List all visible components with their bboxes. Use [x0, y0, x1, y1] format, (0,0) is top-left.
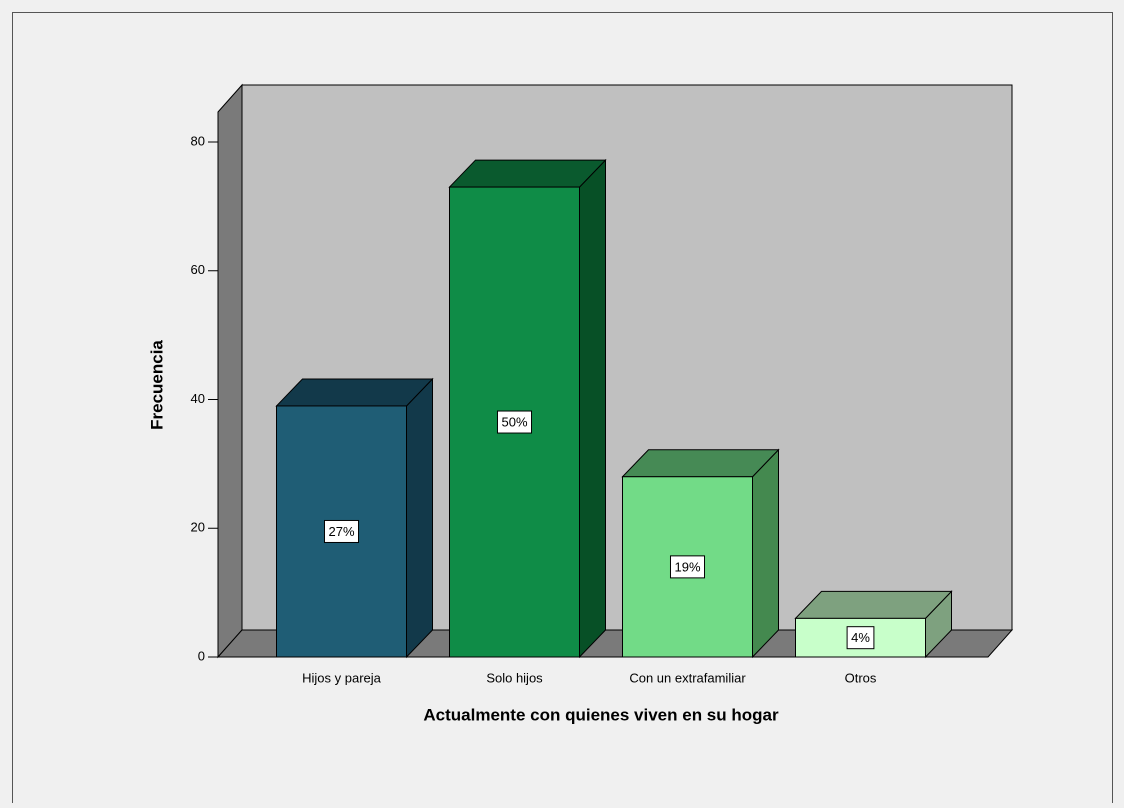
bar-side — [406, 377, 433, 659]
x-tick-label: Con un extrafamiliar — [629, 670, 746, 685]
bar-label-box — [496, 410, 533, 434]
y-tick-label: 0 — [198, 648, 205, 663]
y-tick-label: 20 — [191, 520, 205, 535]
bar-top — [621, 449, 780, 478]
bar-top — [448, 159, 607, 188]
frame — [12, 12, 1113, 803]
x-tick-label: Otros — [845, 670, 877, 685]
bar-top — [275, 378, 434, 407]
y-axis-label: Frecuencia — [147, 340, 166, 430]
bar-top — [794, 590, 953, 619]
bar-side — [752, 448, 779, 659]
x-tick-label: Hijos y pareja — [302, 670, 382, 685]
x-tick-label: Solo hijos — [486, 670, 543, 685]
bar-label: 50% — [501, 414, 527, 429]
bar-label: 27% — [328, 524, 354, 539]
bar-side — [579, 158, 606, 659]
side-wall — [217, 83, 243, 659]
y-tick-label: 40 — [191, 391, 205, 406]
bar-label-box — [846, 626, 875, 650]
bar-label-box — [323, 519, 360, 543]
bar-label-box — [669, 555, 706, 579]
bar-label: 19% — [674, 559, 700, 574]
y-tick-label: 80 — [191, 133, 205, 148]
x-axis-label: Actualmente con quienes viven en su hoga… — [423, 705, 779, 724]
y-tick-label: 60 — [191, 262, 205, 277]
bar-label: 4% — [851, 630, 870, 645]
